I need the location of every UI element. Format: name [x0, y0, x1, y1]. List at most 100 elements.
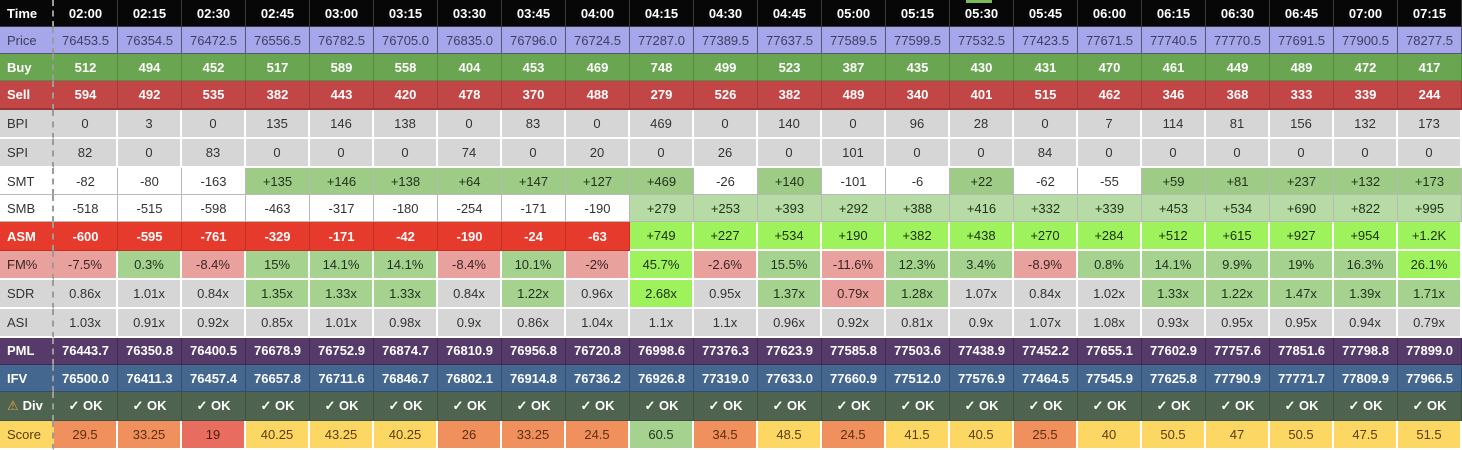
cell-bpi-06:30: 81 [1206, 110, 1270, 140]
cell-score-06:15: 50.5 [1142, 420, 1206, 450]
cell-fmpct-04:30: -2.6% [694, 251, 758, 281]
row-label-score: Score [0, 420, 54, 450]
cell-smt-02:00: -82 [54, 168, 118, 196]
row-price: Price 76453.5 76354.5 76472.5 76556.5 76782.5… [0, 27, 1462, 55]
cell-ifv-04:45: 77633.0 [758, 364, 822, 393]
cell-bpi-03:15: 138 [374, 110, 438, 140]
cell-buy-05:15: 435 [886, 54, 950, 82]
cell-pml-02:15: 76350.8 [118, 337, 182, 365]
col-header-06:00: 06:00 [1078, 0, 1142, 28]
cell-price-05:00: 77589.5 [822, 27, 886, 55]
cell-fmpct-05:30: 3.4% [950, 251, 1014, 281]
row-spi: SPI 82 0 83 0 0 0 74 0 20 0 26 0 101 0 0 84 0 0 0 0 0 0 [0, 139, 1462, 169]
cell-asi-02:00: 1.03x [54, 308, 118, 338]
cell-sell-03:00: 443 [310, 81, 374, 111]
cell-sell-03:45: 370 [502, 81, 566, 111]
cell-score-03:00: 43.25 [310, 420, 374, 450]
cell-ifv-03:30: 76802.1 [438, 364, 502, 393]
cell-asm-06:15: +512 [1142, 222, 1206, 252]
row-label-spi: SPI [0, 139, 54, 169]
row-asi: ASI 1.03x 0.91x 0.92x 0.85x 1.01x 0.98x 0.9x 0.8… [0, 308, 1462, 338]
cell-bpi-05:45: 0 [1014, 110, 1078, 140]
cell-smt-06:45: +237 [1270, 168, 1334, 196]
col-header-05:30: 05:30 [950, 0, 1014, 28]
cell-div-02:30: ✓ OK [182, 392, 246, 421]
top-scroll-marker [966, 0, 992, 3]
cell-fmpct-02:00: -7.5% [54, 251, 118, 281]
cell-sdr-02:15: 1.01x [118, 280, 182, 309]
cell-asm-02:00: -600 [54, 222, 118, 252]
cell-buy-02:15: 494 [118, 54, 182, 82]
cell-smb-04:45: +393 [758, 195, 822, 223]
cell-asi-05:45: 1.07x [1014, 308, 1078, 338]
cell-buy-06:15: 461 [1142, 54, 1206, 82]
cell-asm-05:45: +270 [1014, 222, 1078, 252]
cell-pml-03:45: 76956.8 [502, 337, 566, 365]
cell-bpi-06:00: 7 [1078, 110, 1142, 140]
cell-sell-05:00: 489 [822, 81, 886, 111]
cell-div-06:00: ✓ OK [1078, 392, 1142, 421]
cell-score-07:15: 51.5 [1398, 420, 1462, 450]
cell-smb-03:30: -254 [438, 195, 502, 223]
cell-sdr-07:00: 1.39x [1334, 280, 1398, 309]
cell-bpi-06:15: 114 [1142, 110, 1206, 140]
row-bpi: BPI 0 3 0 135 146 138 0 83 0 469 0 140 0 96 28 0 7 114 81 15… [0, 110, 1462, 140]
cell-div-06:30: ✓ OK [1206, 392, 1270, 421]
cell-sell-05:45: 515 [1014, 81, 1078, 111]
cell-spi-05:15: 0 [886, 139, 950, 169]
cell-sell-04:00: 488 [566, 81, 630, 111]
cell-div-02:00: ✓ OK [54, 392, 118, 421]
cell-pml-07:15: 77899.0 [1398, 337, 1462, 365]
cell-smt-06:00: -55 [1078, 168, 1142, 196]
cell-div-03:15: ✓ OK [374, 392, 438, 421]
cell-buy-04:15: 748 [630, 54, 694, 82]
cell-bpi-04:30: 0 [694, 110, 758, 140]
cell-price-07:00: 77900.5 [1334, 27, 1398, 55]
cell-pml-04:15: 76998.6 [630, 337, 694, 365]
cell-pml-05:00: 77585.8 [822, 337, 886, 365]
cell-asi-02:30: 0.92x [182, 308, 246, 338]
cell-smt-05:00: -101 [822, 168, 886, 196]
cell-pml-02:45: 76678.9 [246, 337, 310, 365]
cell-fmpct-04:00: -2% [566, 251, 630, 281]
cell-buy-03:00: 589 [310, 54, 374, 82]
cell-smb-07:00: +822 [1334, 195, 1398, 223]
col-header-04:45: 04:45 [758, 0, 822, 28]
cell-ifv-06:15: 77625.8 [1142, 364, 1206, 393]
cell-ifv-02:00: 76500.0 [54, 364, 118, 393]
cell-sell-07:15: 244 [1398, 81, 1462, 111]
cell-div-03:45: ✓ OK [502, 392, 566, 421]
cell-asi-07:00: 0.94x [1334, 308, 1398, 338]
cell-asm-05:30: +438 [950, 222, 1014, 252]
cell-sell-06:00: 462 [1078, 81, 1142, 111]
cell-smt-03:00: +146 [310, 168, 374, 196]
cell-sdr-02:00: 0.86x [54, 280, 118, 309]
cell-bpi-02:15: 3 [118, 110, 182, 140]
row-label-div: ⚠ Div [0, 392, 54, 421]
cell-pml-05:45: 77452.2 [1014, 337, 1078, 365]
col-header-06:45: 06:45 [1270, 0, 1334, 28]
cell-smb-03:45: -171 [502, 195, 566, 223]
cell-asm-04:45: +534 [758, 222, 822, 252]
cell-pml-02:00: 76443.7 [54, 337, 118, 365]
cell-pml-03:30: 76810.9 [438, 337, 502, 365]
cell-score-04:45: 48.5 [758, 420, 822, 450]
cell-pml-03:00: 76752.9 [310, 337, 374, 365]
cell-price-06:30: 77770.5 [1206, 27, 1270, 55]
cell-smb-05:00: +292 [822, 195, 886, 223]
cell-bpi-04:00: 0 [566, 110, 630, 140]
cell-sdr-04:00: 0.96x [566, 280, 630, 309]
col-header-05:45: 05:45 [1014, 0, 1078, 28]
cell-price-04:15: 77287.0 [630, 27, 694, 55]
cell-score-05:30: 40.5 [950, 420, 1014, 450]
cell-div-07:00: ✓ OK [1334, 392, 1398, 421]
cell-spi-07:00: 0 [1334, 139, 1398, 169]
cell-smt-05:15: -6 [886, 168, 950, 196]
cell-score-03:15: 40.25 [374, 420, 438, 450]
cell-buy-02:30: 452 [182, 54, 246, 82]
cell-smb-04:15: +279 [630, 195, 694, 223]
cell-asi-02:15: 0.91x [118, 308, 182, 338]
cell-ifv-04:30: 77319.0 [694, 364, 758, 393]
cell-fmpct-03:00: 14.1% [310, 251, 374, 281]
cell-buy-06:00: 470 [1078, 54, 1142, 82]
